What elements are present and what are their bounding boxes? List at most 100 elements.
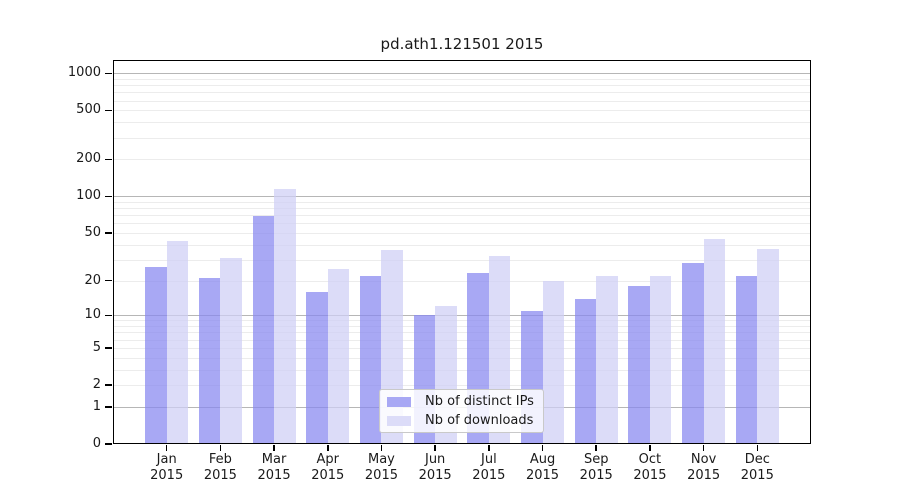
gridline-minor [114, 259, 810, 261]
bar-ips-may [359, 275, 382, 444]
x-tick [327, 445, 329, 451]
bar-downloads-feb [220, 258, 242, 444]
bar-ips-sep [574, 298, 597, 444]
x-tick-label: Nov 2015 [687, 452, 721, 483]
gridline-minor [114, 357, 810, 359]
x-tick-label: Dec 2015 [740, 452, 774, 483]
gridline-minor [114, 244, 810, 246]
gridline-minor [114, 347, 810, 349]
gridline-minor [114, 85, 810, 87]
x-tick [541, 445, 544, 451]
bar-ips-dec [735, 275, 758, 444]
y-tick [105, 384, 112, 386]
bar-ips-jan [145, 267, 167, 444]
x-tick [380, 445, 383, 451]
x-tick [649, 445, 651, 451]
y-tick-label: 20 [84, 272, 101, 288]
y-tick [105, 158, 112, 161]
x-tick-label: May 2015 [364, 452, 398, 483]
y-tick-label: 2 [92, 377, 101, 393]
gridline-minor [114, 326, 810, 328]
bar-downloads-apr [327, 269, 350, 444]
y-tick-label: 5 [92, 339, 101, 355]
y-tick-label: 0 [92, 436, 101, 451]
x-tick-label: Aug 2015 [525, 452, 560, 483]
bar-ips-nov [682, 263, 704, 444]
y-tick [105, 443, 112, 445]
y-tick [105, 279, 112, 282]
x-tick [434, 445, 436, 451]
y-tick-label: 200 [76, 151, 101, 167]
y-tick [105, 109, 112, 112]
x-tick-label: Jun 2015 [418, 452, 452, 483]
gridline-major [114, 196, 810, 198]
y-tick [105, 347, 112, 349]
gridline-minor [114, 223, 810, 225]
x-tick [273, 445, 275, 451]
gridline-minor [114, 110, 810, 112]
gridline-major [114, 315, 810, 317]
bar-downloads-sep [596, 275, 618, 444]
bar-downloads-mar [274, 188, 296, 444]
y-tick [105, 195, 112, 198]
x-tick-label: Oct 2015 [633, 452, 667, 483]
legend-label: Nb of downloads [425, 413, 534, 428]
y-tick [105, 314, 112, 317]
bar-ips-oct [628, 286, 650, 444]
x-tick [702, 445, 705, 451]
gridline-minor [114, 201, 810, 203]
gridline-minor [114, 92, 810, 94]
gridline-minor [114, 339, 810, 341]
chart-title: pd.ath1.121501 2015 [380, 35, 544, 53]
bar-downloads-aug [542, 280, 564, 444]
gridline-minor [114, 280, 810, 282]
bar-downloads-jan [166, 240, 189, 444]
x-tick [219, 445, 222, 451]
legend: Nb of distinct IPs Nb of downloads [379, 389, 544, 433]
x-tick [756, 445, 759, 451]
y-tick [105, 406, 112, 408]
gridline-minor [114, 233, 810, 235]
x-tick [595, 445, 597, 451]
x-tick-label: Jan 2015 [150, 452, 184, 483]
x-tick [165, 445, 168, 451]
y-tick-label: 500 [76, 102, 101, 118]
legend-label: Nb of distinct IPs [425, 394, 534, 409]
bar-downloads-nov [703, 238, 726, 444]
y-tick [105, 72, 112, 75]
x-tick [488, 445, 490, 451]
gridline-minor [114, 332, 810, 334]
bar-ips-feb [198, 278, 221, 444]
y-tick-label: 100 [76, 188, 101, 204]
legend-swatch-downloads [387, 415, 411, 426]
legend-entry: Nb of downloads [387, 413, 543, 428]
x-tick-label: Mar 2015 [257, 452, 291, 483]
gridline-minor [114, 159, 810, 161]
gridline-major [114, 73, 810, 75]
legend-entry: Nb of distinct IPs [387, 394, 543, 409]
y-tick-label: 1000 [67, 65, 101, 81]
legend-swatch-ips [387, 396, 411, 407]
gridline-minor [114, 122, 810, 124]
y-tick [105, 232, 112, 234]
gridline-minor [114, 215, 810, 217]
gridline-minor [114, 385, 810, 387]
gridline-minor [114, 320, 810, 322]
gridline-minor [114, 369, 810, 371]
bar-downloads-oct [649, 275, 672, 444]
y-tick-label: 1 [92, 398, 101, 414]
gridline-minor [114, 208, 810, 210]
gridline-minor [114, 137, 810, 139]
y-tick-label: 50 [84, 225, 101, 241]
bar-ips-mar [252, 216, 275, 444]
y-tick-label: 10 [84, 307, 101, 323]
x-tick-label: Apr 2015 [311, 452, 345, 483]
x-tick-label: Feb 2015 [203, 452, 237, 483]
x-tick-label: Jul 2015 [472, 452, 506, 483]
x-tick-label: Sep 2015 [579, 452, 613, 483]
bar-ips-apr [306, 291, 328, 444]
gridline-minor [114, 78, 810, 80]
bar-downloads-dec [757, 248, 779, 444]
gridline-minor [114, 100, 810, 102]
